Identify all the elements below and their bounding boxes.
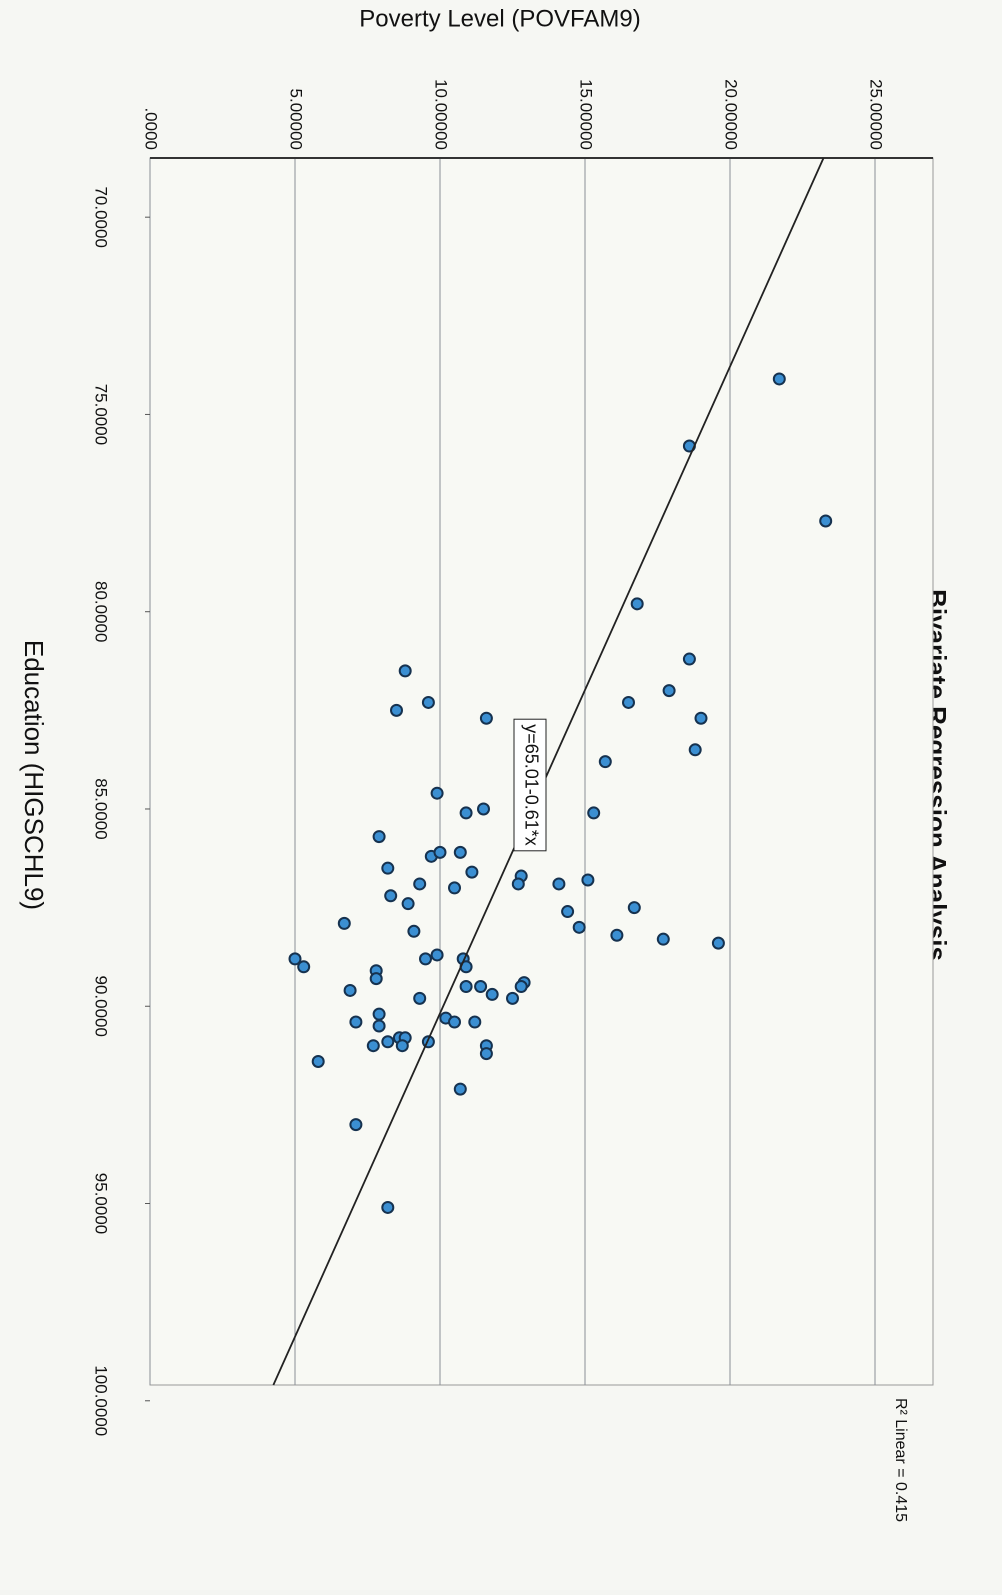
data-point: [819, 514, 833, 528]
data-point: [448, 881, 461, 895]
data-point: [413, 877, 427, 891]
data-point: [433, 845, 447, 859]
data-point: [581, 873, 595, 887]
data-point: [372, 1007, 386, 1021]
data-point: [421, 695, 435, 709]
data-point: [485, 987, 499, 1001]
data-point: [343, 983, 357, 997]
data-point: [459, 806, 473, 820]
data-point: [372, 830, 386, 844]
data-point: [381, 1035, 395, 1049]
data-point: [514, 980, 528, 994]
data-point: [477, 802, 490, 816]
x-tick-label: 90.0000: [92, 976, 111, 1037]
data-point: [372, 1019, 386, 1033]
data-point: [430, 786, 444, 800]
data-point: [395, 1039, 409, 1053]
r2-label: R² Linear = 0.415: [892, 1398, 909, 1522]
x-tick-label: 75.0000: [92, 384, 111, 445]
x-tick-label: 100.0000: [92, 1365, 111, 1436]
data-point: [622, 695, 635, 709]
data-point: [662, 684, 676, 698]
equation-label: y=65.01-0.61*x: [521, 724, 541, 846]
data-point: [401, 897, 415, 911]
data-point: [453, 845, 467, 859]
x-tick-label: 80.0000: [92, 581, 111, 642]
fit-line: [272, 157, 825, 1386]
x-tick-label: 70.0000: [92, 186, 111, 247]
y-tick-label: 20.00000: [722, 79, 741, 150]
x-axis-title: Education (HIGSCHL9): [19, 640, 49, 910]
data-point: [398, 664, 412, 678]
data-point: [349, 1118, 363, 1132]
data-point: [479, 711, 493, 725]
data-point: [419, 952, 432, 966]
data-point: [561, 905, 575, 919]
data-point: [297, 960, 311, 974]
data-point: [381, 1200, 395, 1214]
data-point: [465, 865, 479, 879]
data-point: [474, 980, 488, 994]
data-point: [384, 889, 398, 903]
data-point: [630, 597, 644, 611]
data-point: [430, 948, 444, 962]
data-point: [772, 372, 786, 386]
equation-box: [513, 718, 547, 852]
data-point: [311, 1054, 325, 1068]
data-point: [288, 952, 302, 966]
y-tick-label: 5.00000: [287, 89, 306, 150]
data-point: [694, 711, 708, 725]
x-tick-label: 95.0000: [92, 1173, 111, 1234]
data-point: [656, 932, 670, 946]
data-point: [572, 920, 586, 934]
data-point: [587, 806, 601, 820]
data-point: [479, 1047, 493, 1061]
x-tick-label: 85.0000: [92, 778, 111, 839]
y-tick-label: 10.00000: [432, 79, 451, 150]
data-point: [682, 652, 696, 666]
data-point: [448, 1015, 461, 1029]
data-point: [552, 877, 566, 891]
data-point: [337, 916, 351, 930]
data-point: [598, 755, 612, 769]
data-point: [381, 861, 395, 875]
y-tick-label: 25.00000: [867, 79, 886, 150]
y-tick-label: .0000: [142, 107, 161, 150]
y-tick-label: 15.00000: [577, 79, 596, 150]
data-point: [453, 1082, 467, 1096]
data-point: [711, 936, 725, 950]
data-point: [506, 991, 519, 1005]
y-axis-title: Poverty Level (POVFAM9): [359, 5, 640, 32]
data-point: [413, 991, 427, 1005]
data-point: [407, 924, 421, 938]
data-point: [511, 877, 525, 891]
data-point: [468, 1015, 482, 1029]
data-point: [390, 703, 403, 717]
data-point: [459, 980, 473, 994]
data-point: [366, 1039, 380, 1053]
data-point: [349, 1015, 363, 1029]
data-point: [627, 901, 641, 915]
data-point: [688, 743, 702, 757]
data-point: [369, 972, 383, 986]
data-point: [610, 928, 624, 942]
